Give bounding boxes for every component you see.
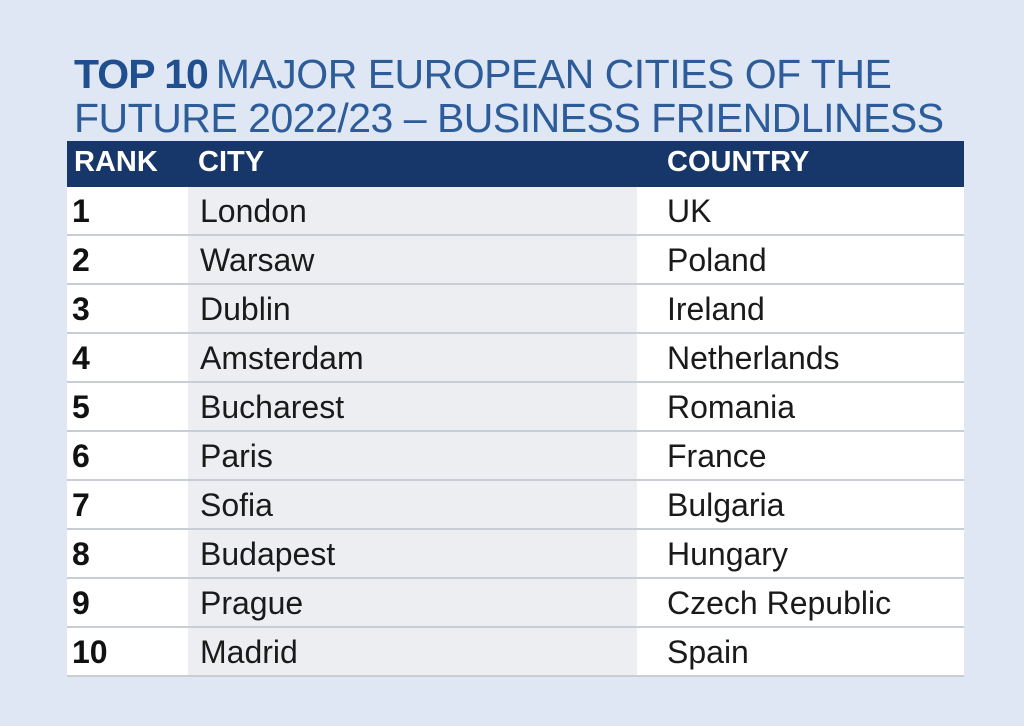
- rank-cell: 3: [67, 285, 188, 332]
- country-cell: Poland: [637, 236, 964, 283]
- country-cell: Czech Republic: [637, 579, 964, 626]
- table-row: 9 Prague Czech Republic: [67, 579, 964, 628]
- page-title: TOP 10 MAJOR EUROPEAN CITIES OF THE FUTUR…: [74, 52, 974, 140]
- ranking-table: RANK CITY COUNTRY 1 London UK 2 Warsaw P…: [67, 141, 964, 677]
- country-cell: France: [637, 432, 964, 479]
- rank-value: 5: [72, 389, 90, 425]
- rank-cell: 5: [67, 383, 188, 430]
- title-lead: TOP 10: [74, 51, 209, 97]
- rank-cell: 10: [67, 628, 188, 675]
- city-cell: Budapest: [188, 530, 637, 577]
- table-row: 7 Sofia Bulgaria: [67, 481, 964, 530]
- city-value: Prague: [200, 585, 304, 621]
- table-header: RANK CITY COUNTRY: [67, 141, 964, 187]
- rank-value: 6: [72, 438, 90, 474]
- city-cell: Dublin: [188, 285, 637, 332]
- header-city: CITY: [198, 146, 265, 178]
- city-value: Paris: [200, 438, 273, 474]
- country-value: Spain: [667, 634, 749, 670]
- rank-value: 3: [72, 291, 90, 327]
- city-cell: London: [188, 187, 637, 234]
- rank-cell: 8: [67, 530, 188, 577]
- rank-value: 9: [72, 585, 90, 621]
- header-rank: RANK: [74, 146, 158, 178]
- rank-cell: 4: [67, 334, 188, 381]
- rank-value: 7: [72, 487, 90, 523]
- country-value: Czech Republic: [667, 585, 892, 621]
- country-cell: Spain: [637, 628, 964, 675]
- country-value: Ireland: [667, 291, 765, 327]
- country-value: UK: [667, 193, 712, 229]
- city-cell: Warsaw: [188, 236, 637, 283]
- table-row: 1 London UK: [67, 187, 964, 236]
- rank-value: 8: [72, 536, 90, 572]
- rank-cell: 1: [67, 187, 188, 234]
- city-value: Dublin: [200, 291, 291, 327]
- country-value: France: [667, 438, 767, 474]
- city-cell: Amsterdam: [188, 334, 637, 381]
- rank-value: 2: [72, 242, 90, 278]
- city-cell: Sofia: [188, 481, 637, 528]
- rank-cell: 9: [67, 579, 188, 626]
- table-row: 2 Warsaw Poland: [67, 236, 964, 285]
- table-row: 6 Paris France: [67, 432, 964, 481]
- city-value: Amsterdam: [200, 340, 364, 376]
- country-cell: Netherlands: [637, 334, 964, 381]
- city-value: Madrid: [200, 634, 298, 670]
- rank-value: 10: [72, 634, 108, 670]
- table-row: 3 Dublin Ireland: [67, 285, 964, 334]
- rank-cell: 7: [67, 481, 188, 528]
- city-value: Warsaw: [200, 242, 315, 278]
- city-cell: Paris: [188, 432, 637, 479]
- city-cell: Madrid: [188, 628, 637, 675]
- city-value: London: [200, 193, 307, 229]
- title-text: MAJOR EUROPEAN CITIES OF THE FUTURE 2022…: [74, 51, 944, 141]
- country-value: Poland: [667, 242, 767, 278]
- country-cell: Bulgaria: [637, 481, 964, 528]
- country-value: Bulgaria: [667, 487, 785, 523]
- country-cell: UK: [637, 187, 964, 234]
- country-value: Netherlands: [667, 340, 840, 376]
- table-row: 5 Bucharest Romania: [67, 383, 964, 432]
- country-cell: Hungary: [637, 530, 964, 577]
- country-cell: Romania: [637, 383, 964, 430]
- table-row: 10 Madrid Spain: [67, 628, 964, 677]
- city-cell: Prague: [188, 579, 637, 626]
- city-value: Bucharest: [200, 389, 345, 425]
- rank-value: 1: [72, 193, 90, 229]
- city-value: Sofia: [200, 487, 273, 523]
- table-row: 4 Amsterdam Netherlands: [67, 334, 964, 383]
- header-country: COUNTRY: [667, 146, 810, 178]
- rank-cell: 6: [67, 432, 188, 479]
- table-row: 8 Budapest Hungary: [67, 530, 964, 579]
- city-value: Budapest: [200, 536, 336, 572]
- rank-cell: 2: [67, 236, 188, 283]
- city-cell: Bucharest: [188, 383, 637, 430]
- country-value: Romania: [667, 389, 796, 425]
- country-value: Hungary: [667, 536, 788, 572]
- country-cell: Ireland: [637, 285, 964, 332]
- rank-value: 4: [72, 340, 90, 376]
